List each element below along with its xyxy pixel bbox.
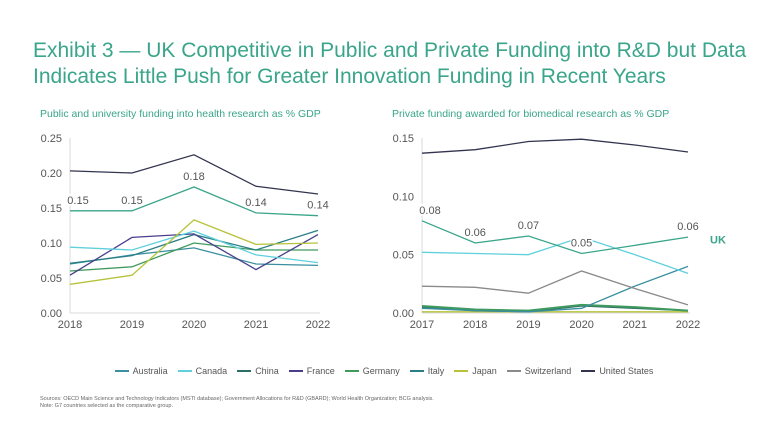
data-label: 0.05 (571, 238, 592, 250)
legend-swatch (237, 370, 252, 372)
legend-item: United States (581, 366, 653, 376)
legend-item: Germany (344, 366, 400, 376)
series-line-united-states (421, 138, 689, 154)
y-tick-label: 0.00 (41, 308, 62, 320)
series-line-japan (69, 219, 319, 285)
legend-label: Japan (472, 366, 497, 376)
series-line-germany (69, 242, 318, 272)
legend-swatch (581, 370, 596, 372)
y-tick-label: 0.10 (41, 238, 62, 250)
data-label: 0.15 (121, 195, 142, 207)
exhibit-title: Exhibit 3 — UK Competitive in Public and… (33, 39, 747, 88)
data-label: 0.06 (677, 221, 698, 233)
legend-swatch (114, 370, 129, 372)
series-line-canada (421, 236, 689, 274)
legend-swatch (177, 370, 192, 372)
series-line-united-states (69, 154, 319, 195)
legend-item: Japan (454, 366, 497, 376)
left-chart-title: Public and university funding into healt… (40, 108, 321, 120)
legend-swatch (454, 370, 469, 372)
data-label: 0.06 (464, 227, 485, 239)
legend-item: China (237, 366, 279, 376)
uk-series-label: UK (710, 235, 726, 247)
right-chart-title: Private funding awarded for biomedical r… (392, 108, 670, 120)
data-label-bg (67, 193, 89, 206)
legend-swatch (506, 370, 521, 372)
series-line-australia (421, 265, 689, 313)
legend-label: Canada (195, 366, 228, 376)
legend-item: Italy (409, 366, 445, 376)
data-label-bg (419, 203, 441, 216)
y-tick-label: 0.10 (393, 191, 414, 203)
legend-label: Australia (132, 366, 168, 376)
data-label-bg (517, 219, 540, 231)
note-text: Note: G7 countries selected as the compa… (40, 403, 173, 409)
series-line-uk (421, 220, 689, 255)
data-label-bg (677, 220, 699, 233)
legend-item: Switzerland (506, 366, 572, 376)
legend: Australia Canada China France Germany Italy Ja… (0, 366, 768, 376)
y-tick-label: 0.20 (41, 168, 62, 180)
legend-label: China (255, 366, 279, 376)
sources-text: Sources: OECD Main Science and Technolog… (40, 396, 434, 402)
y-tick-label: 0.05 (41, 273, 62, 285)
x-tick-label: 2021 (244, 319, 268, 331)
data-label: 0.07 (518, 220, 539, 232)
legend-label: United States (599, 366, 654, 376)
x-tick-label: 2017 (410, 319, 434, 331)
y-tick-label: 0.25 (41, 133, 62, 145)
data-label: 0.18 (183, 171, 204, 183)
data-label-bg (464, 226, 487, 238)
legend-item: Australia (114, 366, 168, 376)
data-label-bg (121, 193, 143, 206)
x-tick-label: 2022 (676, 319, 700, 331)
y-tick-label: 0.00 (393, 308, 414, 320)
x-tick-label: 2019 (120, 319, 144, 331)
y-tick-label: 0.15 (41, 203, 62, 215)
y-tick-label: 0.15 (393, 133, 414, 145)
x-tick-label: 2019 (516, 319, 540, 331)
legend-label: Germany (362, 366, 400, 376)
series-line-canada (69, 230, 319, 264)
y-tick-label: 0.05 (393, 250, 414, 262)
chart-public: 0.00 0.05 0.10 0.15 0.20 0.25 2018 2019 2020 2021… (41, 133, 331, 331)
data-label-bg (307, 198, 329, 211)
x-tick-label: 2018 (58, 319, 82, 331)
legend-swatch (409, 370, 424, 372)
series-line-germany (421, 303, 689, 312)
legend-item: France (288, 366, 335, 376)
legend-label: Italy (427, 366, 445, 376)
x-tick-label: 2020 (182, 319, 206, 331)
legend-item: Canada (177, 366, 228, 376)
series-line-switzerland (421, 270, 689, 306)
data-label: 0.14 (307, 200, 328, 212)
data-label-bg (183, 170, 205, 182)
x-tick-label: 2020 (569, 319, 593, 331)
x-tick-label: 2018 (463, 319, 487, 331)
legend-swatch (344, 370, 359, 372)
legend-label: Switzerland (524, 366, 572, 376)
x-tick-label: 2021 (623, 319, 647, 331)
legend-label: France (306, 366, 335, 376)
data-label: 0.15 (67, 195, 88, 207)
data-label: 0.08 (419, 205, 440, 217)
chart-private: 0.00 0.05 0.10 0.15 2017 2018 2019 2020 2021 2022… (393, 133, 726, 331)
data-label-bg (570, 236, 593, 249)
data-label: 0.14 (245, 197, 266, 209)
legend-swatch (288, 370, 303, 372)
data-label-bg (245, 195, 267, 208)
x-tick-label: 2022 (306, 319, 330, 331)
footer: Sources: OECD Main Science and Technolog… (40, 396, 434, 410)
series-line-uk (70, 186, 319, 217)
